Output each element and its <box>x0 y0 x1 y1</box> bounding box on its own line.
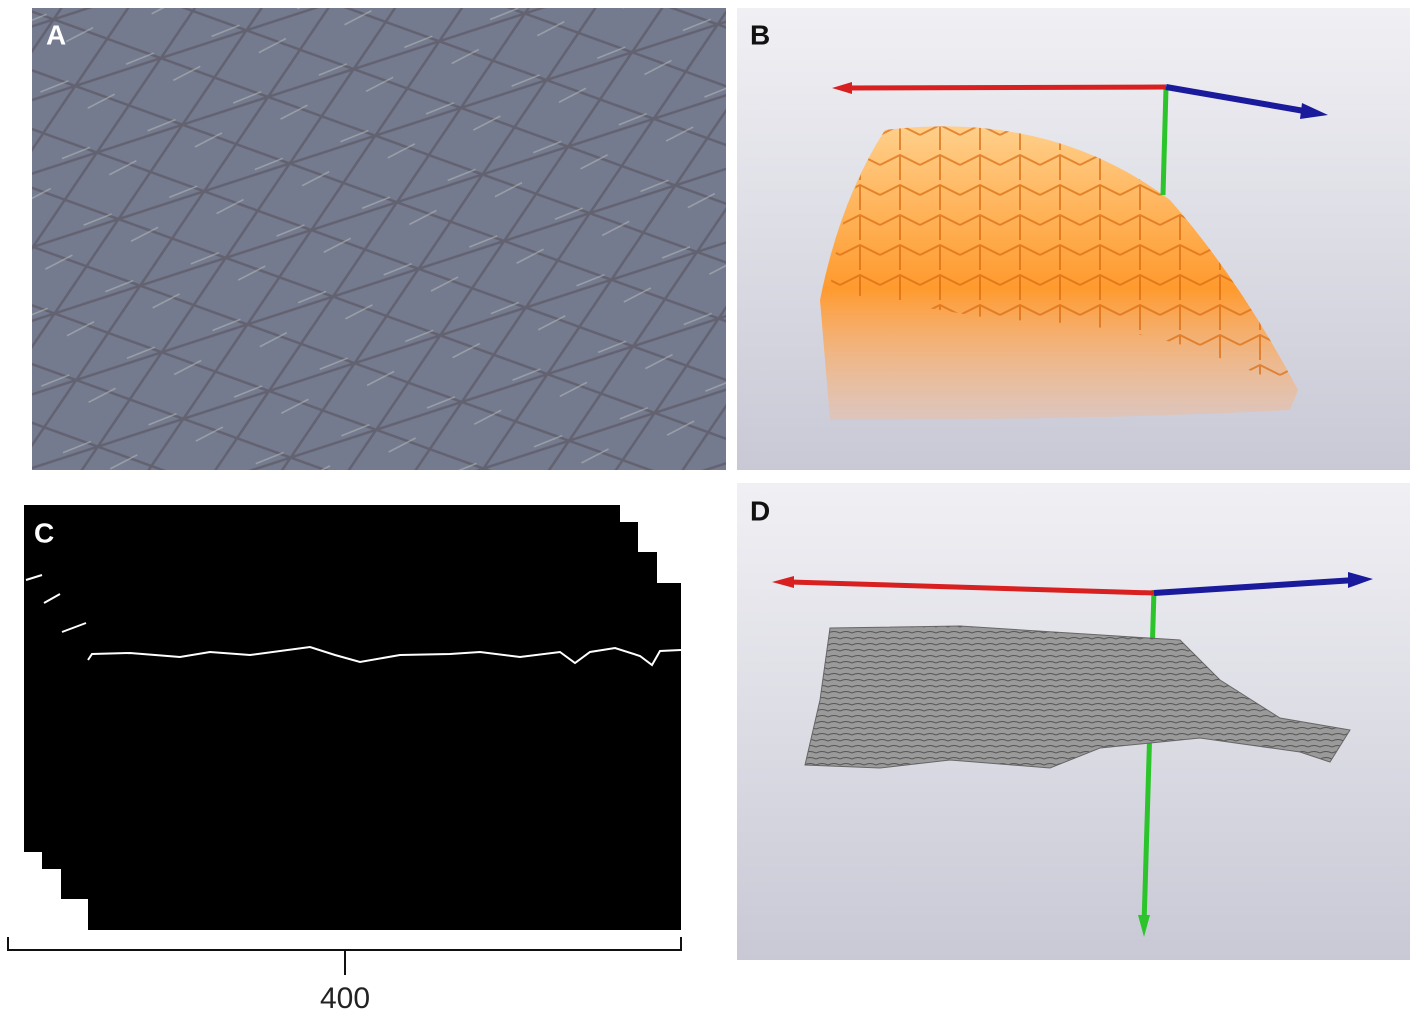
panel-c: C 400 <box>7 505 682 1015</box>
panel-label: C <box>34 517 54 548</box>
panel-label: D <box>750 495 770 526</box>
panel-label: A <box>46 19 66 50</box>
panel-b: B <box>737 8 1410 470</box>
panel-a: A <box>32 8 726 470</box>
scale-bar-label: 400 <box>320 982 370 1015</box>
panel-d: D <box>737 483 1410 960</box>
panel-label: B <box>750 19 770 50</box>
